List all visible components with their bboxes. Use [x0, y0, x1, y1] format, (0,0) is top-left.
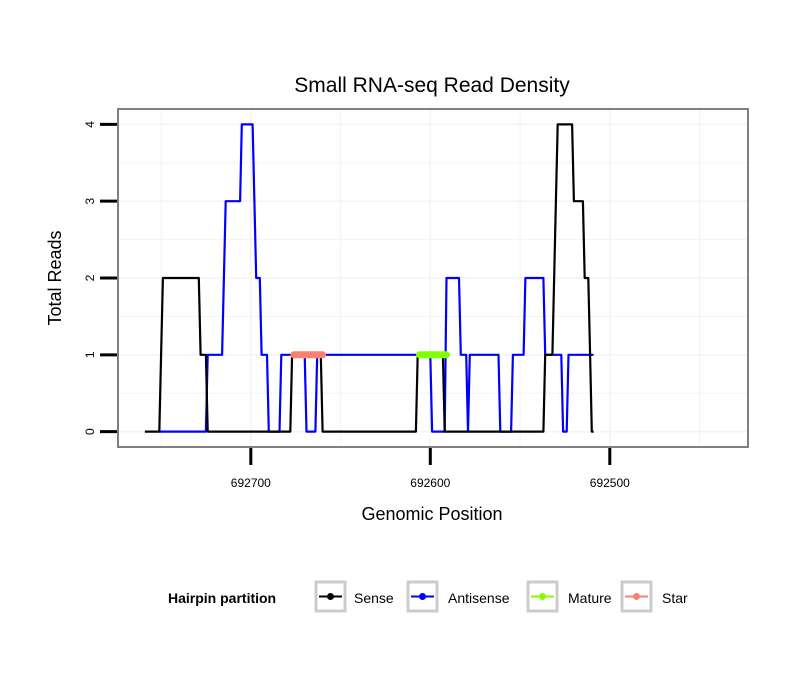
legend-key-point	[633, 593, 640, 600]
legend-key-point	[327, 593, 334, 600]
chart-title: Small RNA-seq Read Density	[294, 74, 570, 97]
x-axis-title: Genomic Position	[361, 504, 502, 524]
x-tick-label: 692700	[231, 476, 271, 490]
legend-label: Antisense	[448, 590, 510, 606]
x-tick-label: 692500	[590, 476, 630, 490]
legend-title: Hairpin partition	[168, 590, 276, 606]
y-axis: 0 1 2 3 4	[83, 121, 117, 435]
y-tick-label: 0	[83, 428, 97, 435]
legend-label: Star	[662, 590, 688, 606]
x-tick-label: 692600	[410, 476, 450, 490]
x-axis: 692700 692600 692500	[231, 448, 630, 490]
y-axis-title: Total Reads	[45, 230, 65, 325]
legend-item-sense: Sense	[314, 580, 394, 613]
y-tick-label: 2	[83, 274, 97, 281]
legend-item-star: Star	[620, 580, 688, 613]
legend-label: Mature	[568, 590, 612, 606]
y-tick-label: 4	[83, 121, 97, 128]
series-layer	[144, 123, 594, 433]
legend-key-point	[419, 593, 426, 600]
y-tick-label: 3	[83, 198, 97, 205]
legend-label: Sense	[354, 590, 394, 606]
y-tick-label: 1	[83, 351, 97, 358]
legend-item-antisense: Antisense	[406, 580, 510, 613]
legend: Hairpin partition Sense Antisense Mature St…	[168, 580, 688, 613]
legend-item-mature: Mature	[526, 580, 612, 613]
legend-key-point	[539, 593, 546, 600]
